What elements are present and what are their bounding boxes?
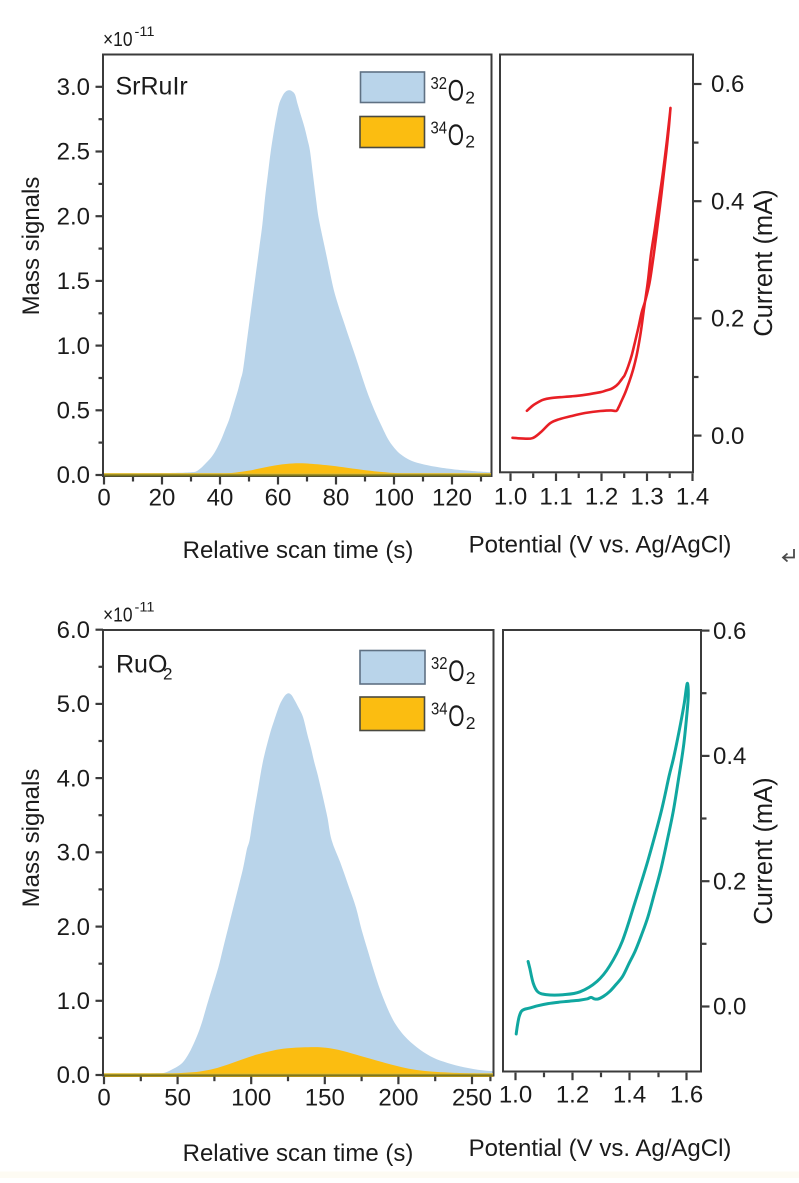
svg-text:0.4: 0.4 (711, 188, 744, 215)
svg-text:0.0: 0.0 (57, 1062, 90, 1089)
svg-text:RuO: RuO (116, 651, 167, 679)
svg-text:1.2: 1.2 (556, 1082, 589, 1109)
svg-text:100: 100 (374, 485, 414, 512)
svg-text:1.0: 1.0 (499, 1082, 532, 1109)
svg-text:0.5: 0.5 (57, 398, 90, 425)
svg-text:60: 60 (265, 485, 292, 512)
svg-text:O: O (448, 75, 464, 108)
svg-text:O: O (448, 700, 464, 733)
svg-text:0.2: 0.2 (713, 868, 746, 895)
svg-text:32: 32 (431, 73, 448, 93)
svg-text:1.6: 1.6 (670, 1082, 703, 1109)
svg-text:Mass signals: Mass signals (18, 769, 45, 908)
svg-text:Potential (V vs. Ag/AgCl): Potential (V vs. Ag/AgCl) (469, 1135, 732, 1162)
svg-text:0: 0 (97, 485, 110, 512)
svg-text:0.0: 0.0 (57, 462, 90, 489)
svg-text:1.4: 1.4 (676, 484, 709, 511)
svg-text:0.0: 0.0 (713, 994, 746, 1021)
svg-text:34: 34 (431, 117, 448, 137)
svg-text:2.0: 2.0 (57, 203, 90, 230)
svg-text:2: 2 (465, 87, 475, 107)
svg-text:2: 2 (466, 713, 476, 733)
svg-text:0.6: 0.6 (713, 618, 746, 645)
svg-text:Potential (V vs. Ag/AgCl): Potential (V vs. Ag/AgCl) (469, 532, 732, 559)
svg-text:1.1: 1.1 (539, 484, 572, 511)
svg-text:100: 100 (231, 1085, 271, 1112)
svg-text:1.3: 1.3 (630, 484, 663, 511)
svg-text:34: 34 (431, 699, 448, 719)
svg-text:2: 2 (466, 668, 476, 688)
svg-text:Relative scan time (s): Relative scan time (s) (183, 537, 414, 564)
svg-text:×10: ×10 (103, 605, 133, 627)
svg-text:150: 150 (305, 1085, 345, 1112)
svg-text:5.0: 5.0 (57, 691, 90, 718)
svg-text:2.0: 2.0 (57, 914, 90, 941)
svg-text:2: 2 (163, 665, 172, 684)
svg-text:Mass signals: Mass signals (18, 177, 45, 316)
svg-text:0.6: 0.6 (711, 71, 744, 98)
svg-text:250: 250 (452, 1085, 492, 1112)
svg-text:200: 200 (378, 1085, 418, 1112)
svg-text:50: 50 (164, 1085, 191, 1112)
svg-text:SrRuIr: SrRuIr (116, 73, 188, 101)
svg-text:0.4: 0.4 (713, 743, 746, 770)
svg-text:Current (mA): Current (mA) (750, 189, 778, 336)
svg-text:O: O (448, 655, 464, 688)
svg-text:120: 120 (432, 485, 472, 512)
svg-text:1.0: 1.0 (57, 988, 90, 1015)
svg-text:1.0: 1.0 (57, 333, 90, 360)
svg-text:0.2: 0.2 (711, 306, 744, 333)
svg-text:2: 2 (465, 132, 475, 152)
svg-text:O: O (448, 119, 464, 152)
svg-text:×10: ×10 (103, 29, 133, 51)
svg-text:3.0: 3.0 (57, 74, 90, 101)
svg-text:1.0: 1.0 (494, 484, 527, 511)
svg-text:Relative scan time (s): Relative scan time (s) (183, 1140, 414, 1167)
svg-text:20: 20 (149, 485, 176, 512)
svg-text:6.0: 6.0 (57, 617, 90, 644)
svg-text:1.5: 1.5 (57, 268, 90, 295)
svg-text:Current (mA): Current (mA) (750, 777, 778, 924)
svg-text:32: 32 (431, 653, 448, 673)
svg-text:1.2: 1.2 (585, 484, 618, 511)
svg-text:40: 40 (207, 485, 234, 512)
svg-text:-11: -11 (135, 599, 155, 615)
svg-text:4.0: 4.0 (57, 765, 90, 792)
svg-text:3.0: 3.0 (57, 840, 90, 867)
svg-text:0: 0 (97, 1085, 110, 1112)
svg-text:-11: -11 (135, 23, 155, 39)
svg-text:2.5: 2.5 (57, 139, 90, 166)
svg-text:1.4: 1.4 (613, 1082, 646, 1109)
svg-text:0.0: 0.0 (711, 423, 744, 450)
svg-text:80: 80 (323, 485, 350, 512)
